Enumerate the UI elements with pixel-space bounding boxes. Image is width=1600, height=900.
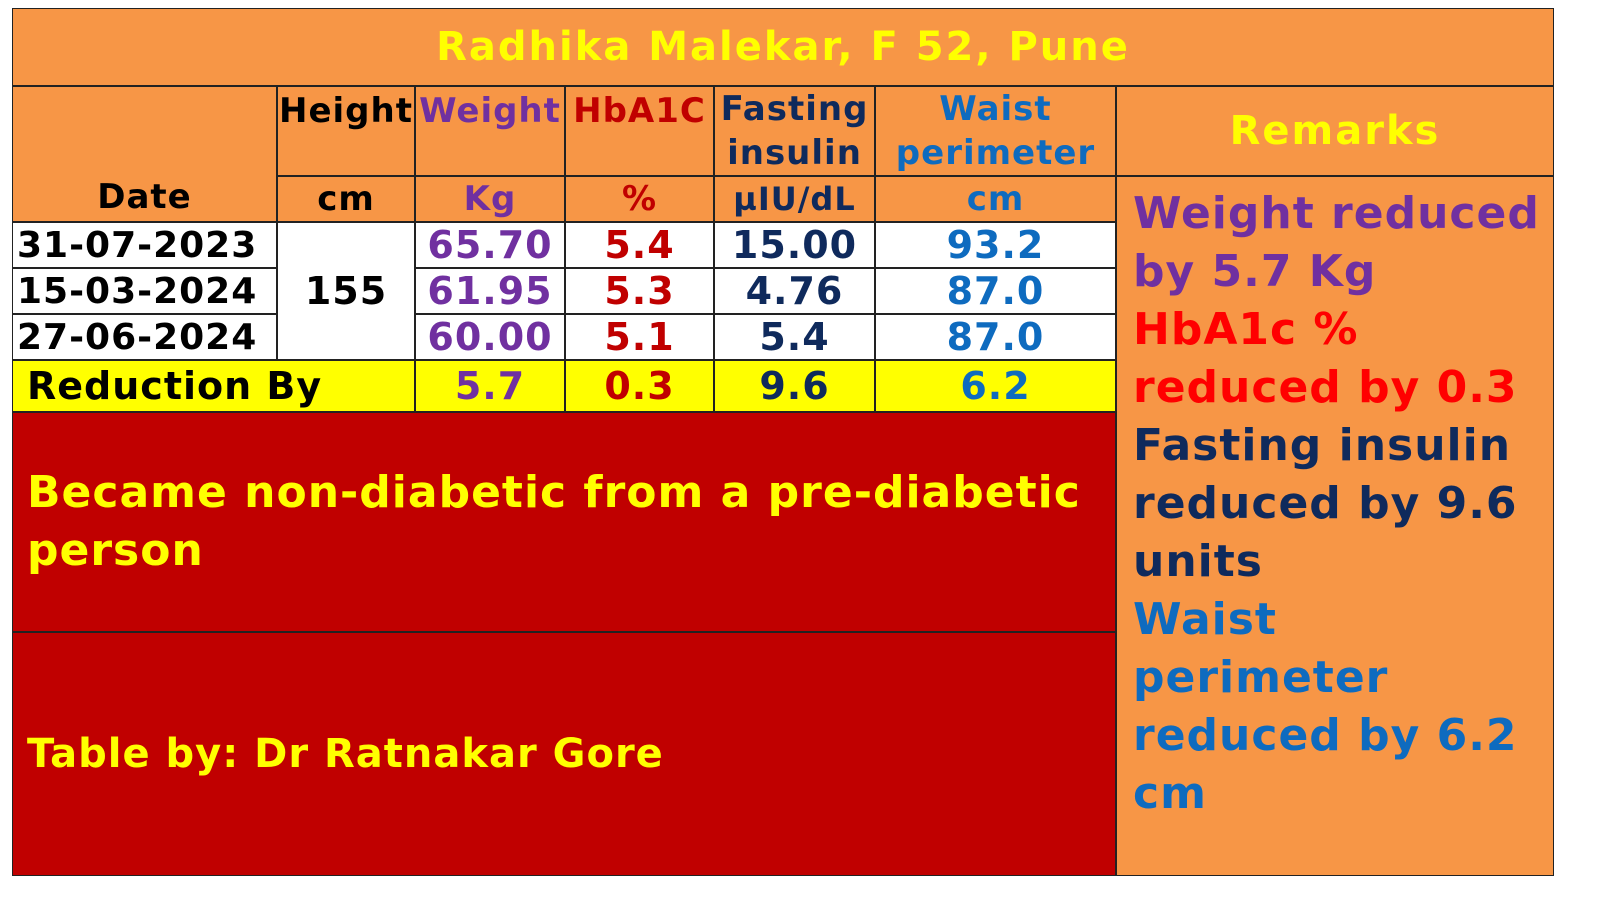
reduction-fasting: 9.6 [714,360,875,412]
reduction-waist: 6.2 [875,360,1116,412]
remark-weight: Weight reduced by 5.7 Kg [1133,188,1540,297]
remark-fasting-insulin: Fasting insulin reduced by 9.6 units [1133,420,1518,587]
reduction-hba1c: 0.3 [565,360,714,412]
credit-box: Table by: Dr Ratnakar Gore [12,632,1116,876]
header-remarks: Remarks [1116,86,1554,176]
row-2-waist: 87.0 [875,268,1116,314]
header-fasting-unit: µIU/dL [714,176,875,222]
row-2-fasting: 4.76 [714,268,875,314]
credit-text: Table by: Dr Ratnakar Gore [27,731,664,777]
header-hba1c-unit: % [565,176,714,222]
row-2-weight: 61.95 [415,268,565,314]
remark-waist: Waist perimeter reduced by 6.2 cm [1133,594,1518,819]
header-hba1c: HbA1C [565,86,714,176]
row-3-weight: 60.00 [415,314,565,360]
row-3-hba1c: 5.1 [565,314,714,360]
row-3-waist: 87.0 [875,314,1116,360]
row-1-weight: 65.70 [415,222,565,268]
row-1-fasting: 15.00 [714,222,875,268]
conclusion-text: Became non-diabetic from a pre-diabetic … [27,467,1081,576]
reduction-weight: 5.7 [415,360,565,412]
row-3-date: 27-06-2024 [12,314,277,360]
reduction-label: Reduction By [12,360,415,412]
row-2-hba1c: 5.3 [565,268,714,314]
row-3-fasting: 5.4 [714,314,875,360]
header-fasting-insulin: Fasting insulin [714,86,875,176]
row-1-waist: 93.2 [875,222,1116,268]
page-title: Radhika Malekar, F 52, Pune [12,8,1554,86]
row-1-date: 31-07-2023 [12,222,277,268]
remarks-body: Weight reduced by 5.7 Kg HbA1c % reduced… [1116,176,1554,876]
conclusion-box: Became non-diabetic from a pre-diabetic … [12,412,1116,632]
row-1-hba1c: 5.4 [565,222,714,268]
header-height-unit: cm [277,176,415,222]
height-value: 155 [277,222,415,360]
header-waist-unit: cm [875,176,1116,222]
remark-hba1c: HbA1c % reduced by 0.3 [1133,304,1518,413]
header-waist-perimeter: Waist perimeter [875,86,1116,176]
header-date: Date [12,86,277,222]
header-height: Height [277,86,415,176]
header-weight-unit: Kg [415,176,565,222]
header-weight: Weight [415,86,565,176]
header-date-label: Date [97,177,192,217]
row-2-date: 15-03-2024 [12,268,277,314]
